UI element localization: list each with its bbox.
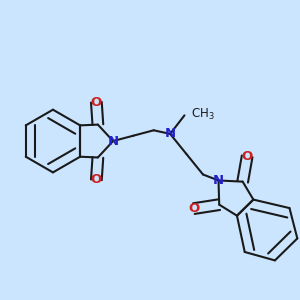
Text: O: O — [91, 173, 102, 186]
Text: N: N — [107, 134, 119, 148]
Text: O: O — [188, 202, 200, 215]
Text: O: O — [242, 150, 253, 163]
Text: O: O — [91, 96, 102, 109]
Text: N: N — [165, 128, 176, 140]
Text: N: N — [213, 174, 224, 187]
Text: CH$_3$: CH$_3$ — [191, 106, 215, 122]
